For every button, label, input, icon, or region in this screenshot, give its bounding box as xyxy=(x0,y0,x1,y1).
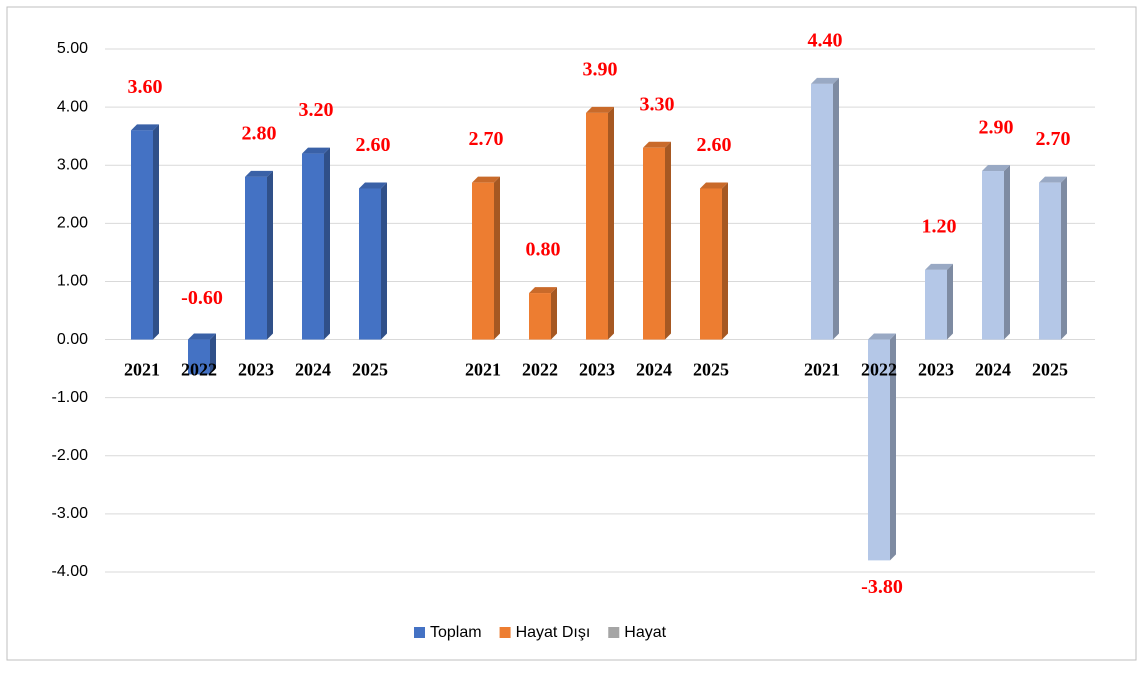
x-tick-label: 2025 xyxy=(352,360,388,380)
bar xyxy=(700,188,722,340)
bar-side xyxy=(608,106,614,340)
bar xyxy=(1039,182,1061,340)
bar-side xyxy=(722,182,728,340)
bar xyxy=(868,339,890,561)
bar-top xyxy=(643,141,671,148)
y-tick-label: 5.00 xyxy=(57,40,88,57)
bar-side xyxy=(267,170,273,340)
bar-side xyxy=(210,333,216,375)
x-tick-label: 2021 xyxy=(465,360,501,380)
bar xyxy=(529,293,551,340)
bar xyxy=(811,83,833,340)
data-label: 1.20 xyxy=(922,215,957,237)
bar-side xyxy=(494,176,500,340)
bar-top xyxy=(811,77,839,84)
bar-top xyxy=(1039,176,1067,183)
bar-top xyxy=(188,333,216,340)
bar-side xyxy=(833,77,839,340)
bar-top xyxy=(472,176,500,183)
y-tick-label: -4.00 xyxy=(52,563,89,580)
legend-label: Hayat Dışı xyxy=(516,624,591,641)
legend-swatch xyxy=(499,627,511,638)
bar xyxy=(131,130,153,340)
x-tick-label: 2021 xyxy=(124,360,160,380)
bar-top xyxy=(359,182,387,189)
data-label: 2.80 xyxy=(242,122,277,144)
bar xyxy=(359,188,381,340)
x-tick-label: 2024 xyxy=(975,360,1011,380)
bar xyxy=(925,269,947,340)
data-label: 4.40 xyxy=(808,29,843,51)
data-label: -3.80 xyxy=(861,576,903,598)
bar xyxy=(472,182,494,340)
x-tick-label: 2022 xyxy=(861,360,897,380)
bar-top xyxy=(302,147,330,154)
bar-side xyxy=(947,263,953,340)
x-tick-label: 2023 xyxy=(918,360,954,380)
data-label: 2.60 xyxy=(356,134,391,156)
x-tick-label: 2025 xyxy=(693,360,729,380)
legend-label: Hayat xyxy=(624,624,666,641)
x-tick-label: 2021 xyxy=(804,360,840,380)
bar xyxy=(188,339,210,375)
y-tick-label: 0.00 xyxy=(57,331,88,348)
bar-top xyxy=(529,287,557,294)
bar-top xyxy=(925,263,953,270)
x-tick-label: 2023 xyxy=(238,360,274,380)
bar-side xyxy=(153,124,159,340)
legend-swatch xyxy=(608,627,620,638)
bar-top xyxy=(245,170,273,177)
data-label: 3.60 xyxy=(128,76,163,98)
legend-swatch xyxy=(414,627,425,638)
bar-side xyxy=(665,141,671,340)
x-tick-label: 2022 xyxy=(181,360,217,380)
bar-side xyxy=(381,182,387,340)
data-label: -0.60 xyxy=(181,287,223,309)
bar xyxy=(586,112,608,340)
bar-top xyxy=(586,106,614,113)
y-tick-label: -1.00 xyxy=(52,389,89,406)
x-tick-label: 2024 xyxy=(636,360,672,380)
bar-side xyxy=(324,147,330,340)
data-label: 2.60 xyxy=(697,134,732,156)
bar-top xyxy=(131,124,159,131)
bar xyxy=(245,176,267,340)
bar-top xyxy=(700,182,728,189)
x-tick-label: 2024 xyxy=(295,360,331,380)
y-tick-label: 1.00 xyxy=(57,273,88,290)
bar-side xyxy=(1004,165,1010,340)
y-tick-label: -2.00 xyxy=(52,447,89,464)
data-label: 3.90 xyxy=(583,59,618,81)
y-tick-label: -3.00 xyxy=(52,505,89,522)
bar-top xyxy=(982,165,1010,172)
x-tick-label: 2023 xyxy=(579,360,615,380)
x-tick-label: 2022 xyxy=(522,360,558,380)
legend-label: Toplam xyxy=(430,624,482,641)
bar-side xyxy=(890,333,896,561)
bar-side xyxy=(551,287,557,340)
bar xyxy=(643,147,665,340)
data-label: 3.30 xyxy=(640,93,675,115)
data-label: 2.70 xyxy=(1036,128,1071,150)
bar xyxy=(302,153,324,340)
bar-top xyxy=(868,333,896,340)
bar-side xyxy=(1061,176,1067,340)
data-label: 0.80 xyxy=(526,239,561,261)
data-label: 2.90 xyxy=(979,117,1014,139)
data-label: 3.20 xyxy=(299,99,334,121)
chart-border xyxy=(6,6,1137,661)
y-tick-label: 3.00 xyxy=(57,156,88,173)
bar xyxy=(982,171,1004,340)
y-tick-label: 2.00 xyxy=(57,215,88,232)
data-label: 2.70 xyxy=(469,128,504,150)
x-tick-label: 2025 xyxy=(1032,360,1068,380)
y-tick-label: 4.00 xyxy=(57,98,88,115)
